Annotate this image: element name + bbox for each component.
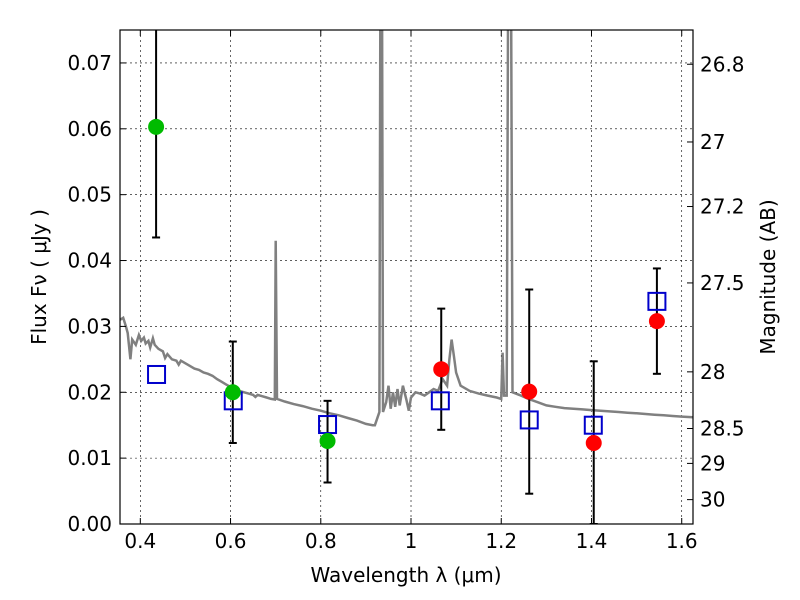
green-photometry-point — [319, 433, 336, 450]
y-tick-label: 0.00 — [67, 512, 112, 536]
x-tick-label: 0.4 — [124, 529, 156, 553]
y-tick-label: 0.01 — [67, 446, 112, 470]
x-tick-label: 0.8 — [305, 529, 337, 553]
x-tick-label: 1.2 — [485, 529, 517, 553]
x-tick-label: 0.6 — [215, 529, 247, 553]
red-photometry-point — [521, 383, 538, 400]
green-photometry-point — [148, 118, 165, 135]
y-tick-label: 0.07 — [67, 51, 112, 75]
y2-tick-label: 27.2 — [700, 195, 745, 219]
axis-ticks: 0.4 0.6 0.8 1 1.2 1.4 1.6 0.00 0.01 0.02 0.03 0.04 0… — [67, 30, 745, 553]
y2-tick-label: 26.8 — [700, 52, 745, 76]
x-tick-label: 1.4 — [576, 529, 608, 553]
y-tick-label: 0.03 — [67, 314, 112, 338]
red-photometry-point — [585, 434, 602, 451]
green-photometry-point — [224, 384, 241, 401]
y-tick-label: 0.06 — [67, 117, 112, 141]
y2-tick-label: 27.5 — [700, 271, 745, 295]
x-tick-label: 1.6 — [666, 529, 698, 553]
model-photometry-square — [647, 291, 667, 311]
model-spectrum-line — [120, 30, 693, 427]
model-photometry-square — [583, 415, 603, 435]
model-photometry-square — [519, 410, 539, 430]
x-tick-label: 1 — [405, 529, 418, 553]
model-photometry-square — [147, 364, 167, 384]
y-axis-label: Flux Fν ( μJy ) — [27, 209, 51, 345]
model-photometry-square — [430, 391, 450, 411]
y-tick-label: 0.04 — [67, 249, 112, 273]
y2-tick-label: 28.5 — [700, 416, 745, 440]
x-axis-label: Wavelength λ (μm) — [310, 563, 501, 587]
data-layer — [120, 30, 693, 524]
y2-tick-label: 27 — [700, 130, 725, 154]
y-tick-label: 0.02 — [67, 380, 112, 404]
y2-tick-label: 29 — [700, 451, 725, 475]
plot-background — [120, 30, 693, 524]
y2-tick-label: 30 — [700, 488, 725, 512]
red-photometry-point — [433, 361, 450, 378]
red-photometry-point — [648, 313, 665, 330]
plot-frame — [119, 29, 694, 525]
y2-tick-label: 28 — [700, 360, 725, 384]
y-tick-label: 0.05 — [67, 183, 112, 207]
y2-axis-label: Magnitude (AB) — [756, 199, 780, 354]
